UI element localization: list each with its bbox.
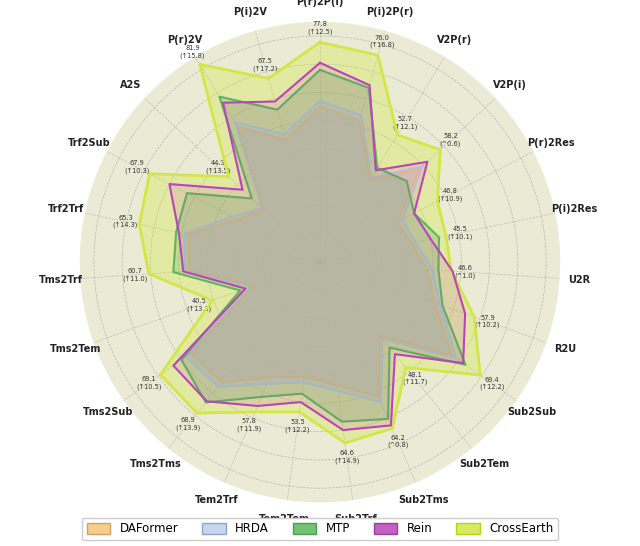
Text: 53.5
(↑12.2): 53.5 (↑12.2) — [285, 419, 310, 433]
Text: 81.9
(↑15.8): 81.9 (↑15.8) — [180, 45, 205, 59]
Polygon shape — [173, 70, 465, 422]
Text: 64.6
(↑14.9): 64.6 (↑14.9) — [334, 450, 360, 464]
Text: 60.7
(↑11.0): 60.7 (↑11.0) — [122, 268, 147, 282]
Text: 67.5
(↑17.2): 67.5 (↑17.2) — [252, 58, 278, 72]
Text: 68.9
(↑13.9): 68.9 (↑13.9) — [175, 417, 201, 431]
Polygon shape — [140, 42, 480, 443]
Text: 77.8
(↑12.5): 77.8 (↑12.5) — [307, 21, 333, 35]
Text: 57.9
(↑10.2): 57.9 (↑10.2) — [475, 315, 500, 329]
Text: 45.5
(↑10.1): 45.5 (↑10.1) — [447, 226, 472, 240]
Text: 48.1
(↑11.7): 48.1 (↑11.7) — [402, 372, 428, 385]
Text: 44.3
(↑13.5): 44.3 (↑13.5) — [205, 160, 231, 174]
Text: 57.8
(↑11.9): 57.8 (↑11.9) — [237, 418, 262, 432]
Text: 69.1
(↑10.5): 69.1 (↑10.5) — [136, 376, 162, 390]
Legend: DAFormer, HRDA, MTP, Rein, CrossEarth: DAFormer, HRDA, MTP, Rein, CrossEarth — [82, 518, 558, 540]
Text: 58.2
(^0.6): 58.2 (^0.6) — [440, 133, 461, 147]
Text: 76.0
(↑16.8): 76.0 (↑16.8) — [369, 35, 394, 49]
Text: 64.2
(^0.8): 64.2 (^0.8) — [387, 435, 408, 448]
Text: 46.8
(↑10.9): 46.8 (↑10.9) — [437, 188, 463, 201]
Text: 67.9
(↑10.3): 67.9 (↑10.3) — [124, 161, 150, 174]
Polygon shape — [170, 63, 465, 430]
Text: 69.4
(↑12.2): 69.4 (↑12.2) — [479, 377, 504, 390]
Text: 65.3
(↑14.3): 65.3 (↑14.3) — [113, 215, 138, 228]
Polygon shape — [189, 106, 452, 397]
Text: 40.5
(↑13.3): 40.5 (↑13.3) — [186, 298, 211, 312]
Text: 52.7
(↑12.1): 52.7 (↑12.1) — [392, 116, 417, 129]
Text: 46.6
(^1.0): 46.6 (^1.0) — [455, 265, 476, 279]
Polygon shape — [184, 101, 456, 402]
